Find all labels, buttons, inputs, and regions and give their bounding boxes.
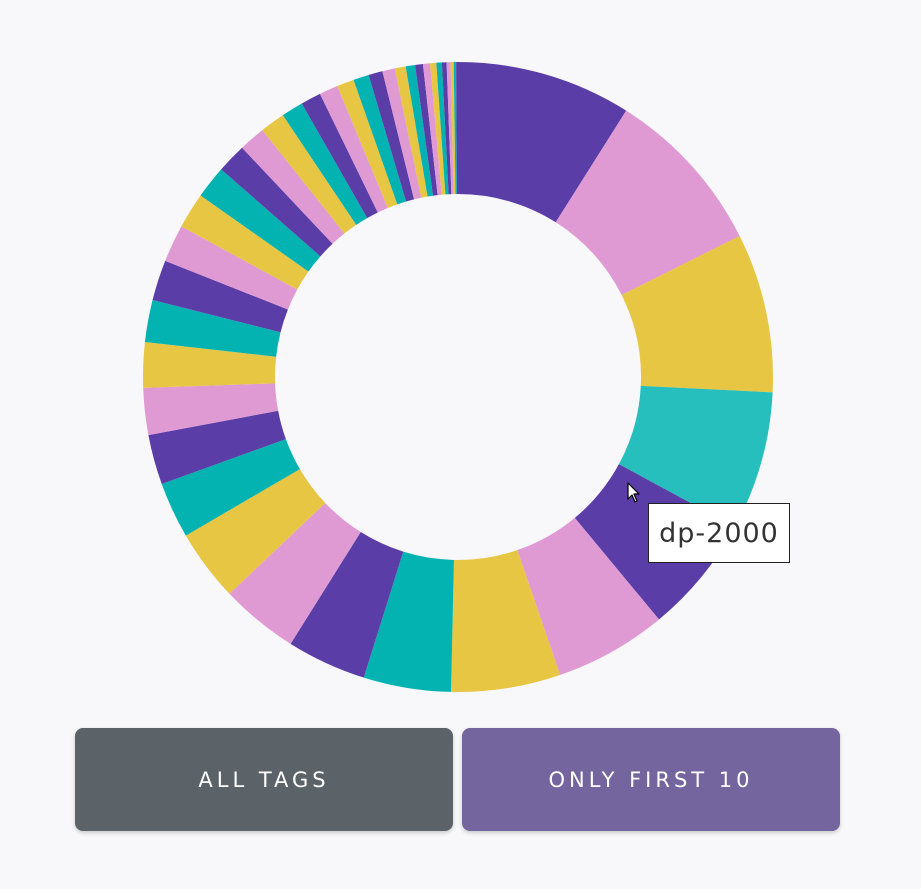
donut-slice[interactable] <box>181 195 309 290</box>
donut-slice[interactable] <box>229 502 361 644</box>
donut-slice[interactable] <box>394 66 428 198</box>
donut-slices <box>142 62 774 692</box>
donut-slice[interactable] <box>353 74 407 205</box>
donut-slice[interactable] <box>456 62 458 195</box>
donut-slice[interactable] <box>319 86 388 213</box>
donut-slice[interactable] <box>301 93 378 219</box>
donut-slice[interactable] <box>337 79 398 208</box>
donut-slice[interactable] <box>185 469 326 594</box>
donut-slice[interactable] <box>142 342 277 388</box>
slice-tooltip: dp-2000 <box>648 503 790 563</box>
donut-slice[interactable] <box>450 62 456 195</box>
donut-slice[interactable] <box>152 260 288 333</box>
donut-slice[interactable] <box>363 551 454 692</box>
donut-slice[interactable] <box>368 71 415 202</box>
donut-slice[interactable] <box>282 103 368 225</box>
donut-slice[interactable] <box>405 64 434 197</box>
donut-slice[interactable] <box>517 517 660 676</box>
donut-slice[interactable] <box>453 62 457 195</box>
only-first-10-button[interactable]: ONLY FIRST 10 <box>462 728 840 831</box>
donut-slice[interactable] <box>262 115 357 234</box>
donut-slice[interactable] <box>242 130 345 244</box>
donut-slice[interactable] <box>422 63 442 196</box>
donut-slice[interactable] <box>415 63 438 196</box>
donut-slice[interactable] <box>429 62 446 195</box>
tooltip-label: dp-2000 <box>659 517 779 549</box>
donut-slice[interactable] <box>200 169 321 272</box>
donut-slice[interactable] <box>221 147 333 257</box>
donut-slice[interactable] <box>555 110 740 296</box>
donut-slice[interactable] <box>436 62 449 195</box>
donut-slice[interactable] <box>446 62 454 195</box>
donut-slice[interactable] <box>161 439 300 536</box>
donut-slice[interactable] <box>621 235 774 393</box>
donut-slice[interactable] <box>165 226 298 310</box>
donut-slice[interactable] <box>143 383 279 436</box>
donut-slice[interactable] <box>441 62 452 195</box>
all-tags-button[interactable]: ALL TAGS <box>75 728 453 831</box>
donut-chart <box>142 62 774 692</box>
donut-slice[interactable] <box>290 532 404 678</box>
donut-slice[interactable] <box>382 68 422 200</box>
donut-slice[interactable] <box>458 62 627 223</box>
donut-slice[interactable] <box>618 385 773 528</box>
donut-slice[interactable] <box>451 550 561 692</box>
donut-slice[interactable] <box>148 410 286 484</box>
mouse-pointer-icon <box>627 482 640 503</box>
donut-slice[interactable] <box>144 299 281 357</box>
